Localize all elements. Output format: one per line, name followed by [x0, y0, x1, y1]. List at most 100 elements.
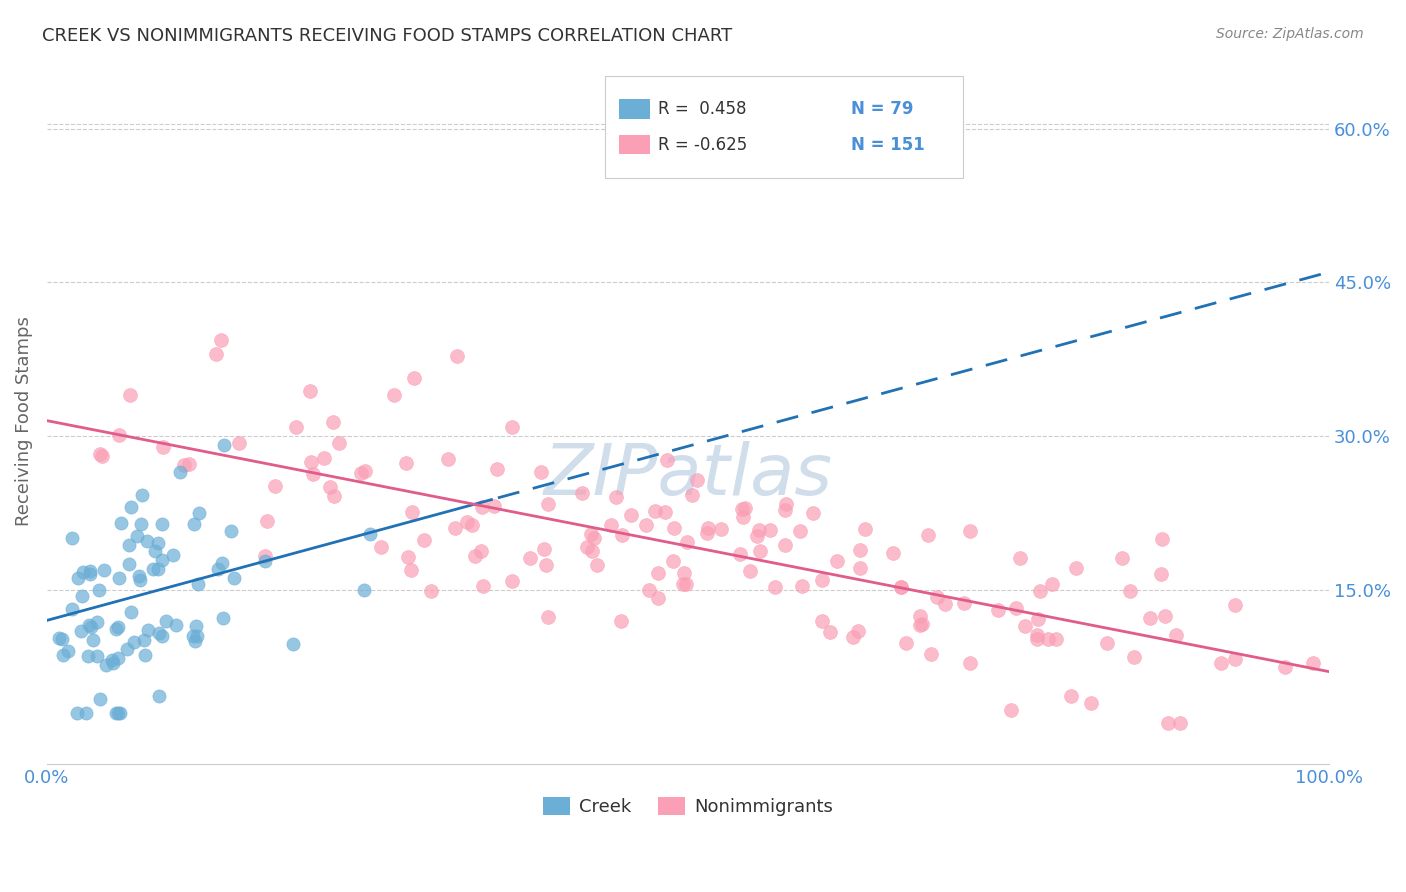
Point	[581, 543, 603, 558]
Point	[91, 450, 114, 464]
Point	[896, 636, 918, 650]
Point	[675, 576, 697, 591]
Point	[470, 544, 492, 558]
Point	[672, 566, 695, 581]
Point	[1059, 689, 1081, 703]
Point	[848, 543, 870, 558]
Point	[105, 706, 128, 720]
Point	[638, 582, 661, 597]
Point	[359, 526, 381, 541]
Point	[319, 480, 342, 494]
Point	[110, 516, 132, 530]
Point	[66, 571, 89, 585]
Point	[80, 620, 103, 634]
Point	[745, 529, 768, 543]
Point	[827, 554, 849, 568]
Point	[354, 465, 377, 479]
Point	[537, 610, 560, 624]
Point	[404, 370, 426, 384]
Point	[70, 624, 93, 639]
Point	[350, 466, 373, 480]
Point	[79, 564, 101, 578]
Point	[1225, 598, 1247, 612]
Point	[77, 648, 100, 663]
Point	[173, 458, 195, 473]
Point	[107, 620, 129, 634]
Point	[134, 648, 156, 662]
Point	[263, 478, 285, 492]
Point	[600, 518, 623, 533]
Point	[211, 556, 233, 570]
Point	[853, 522, 876, 536]
Point	[1111, 550, 1133, 565]
Point	[952, 596, 974, 610]
Point	[848, 624, 870, 639]
Point	[482, 499, 505, 513]
Point	[1040, 576, 1063, 591]
Point	[464, 549, 486, 563]
Point	[818, 625, 841, 640]
Point	[302, 467, 325, 481]
Point	[773, 538, 796, 552]
Text: ZIPatlas: ZIPatlas	[544, 441, 832, 510]
Point	[801, 506, 824, 520]
Point	[576, 540, 599, 554]
Point	[94, 657, 117, 672]
Point	[655, 453, 678, 467]
Point	[759, 523, 782, 537]
Point	[312, 450, 335, 465]
Point	[370, 541, 392, 555]
Point	[501, 419, 523, 434]
Point	[165, 618, 187, 632]
Point	[1119, 584, 1142, 599]
Point	[811, 574, 834, 588]
Point	[842, 630, 865, 644]
Point	[135, 533, 157, 548]
Point	[1223, 651, 1246, 665]
Point	[228, 435, 250, 450]
Point	[60, 531, 83, 545]
Point	[186, 619, 208, 633]
Point	[446, 349, 468, 363]
Point	[142, 562, 165, 576]
Point	[917, 528, 939, 542]
Point	[890, 581, 912, 595]
Point	[696, 525, 718, 540]
Point	[82, 632, 104, 647]
Point	[1122, 649, 1144, 664]
Point	[582, 531, 605, 545]
Point	[148, 689, 170, 703]
Point	[222, 572, 245, 586]
Point	[1302, 656, 1324, 670]
Point	[129, 517, 152, 532]
Point	[763, 580, 786, 594]
Point	[382, 387, 405, 401]
Point	[579, 527, 602, 541]
Point	[212, 438, 235, 452]
Point	[519, 551, 541, 566]
Point	[734, 501, 756, 516]
Point	[644, 504, 666, 518]
Point	[1150, 567, 1173, 582]
Point	[789, 524, 811, 539]
Point	[177, 457, 200, 471]
Point	[110, 706, 132, 720]
Point	[920, 648, 942, 662]
Point	[131, 488, 153, 502]
Point	[212, 611, 235, 625]
Point	[536, 558, 558, 572]
Point	[396, 550, 419, 565]
Point	[1045, 632, 1067, 646]
Point	[283, 637, 305, 651]
Point	[48, 631, 70, 645]
Point	[925, 591, 948, 605]
Point	[537, 497, 560, 511]
Y-axis label: Receiving Food Stamps: Receiving Food Stamps	[15, 316, 32, 525]
Point	[911, 617, 934, 632]
Point	[253, 554, 276, 568]
Point	[66, 706, 89, 720]
Point	[150, 553, 173, 567]
Point	[183, 516, 205, 531]
Point	[136, 623, 159, 637]
Point	[127, 529, 149, 543]
